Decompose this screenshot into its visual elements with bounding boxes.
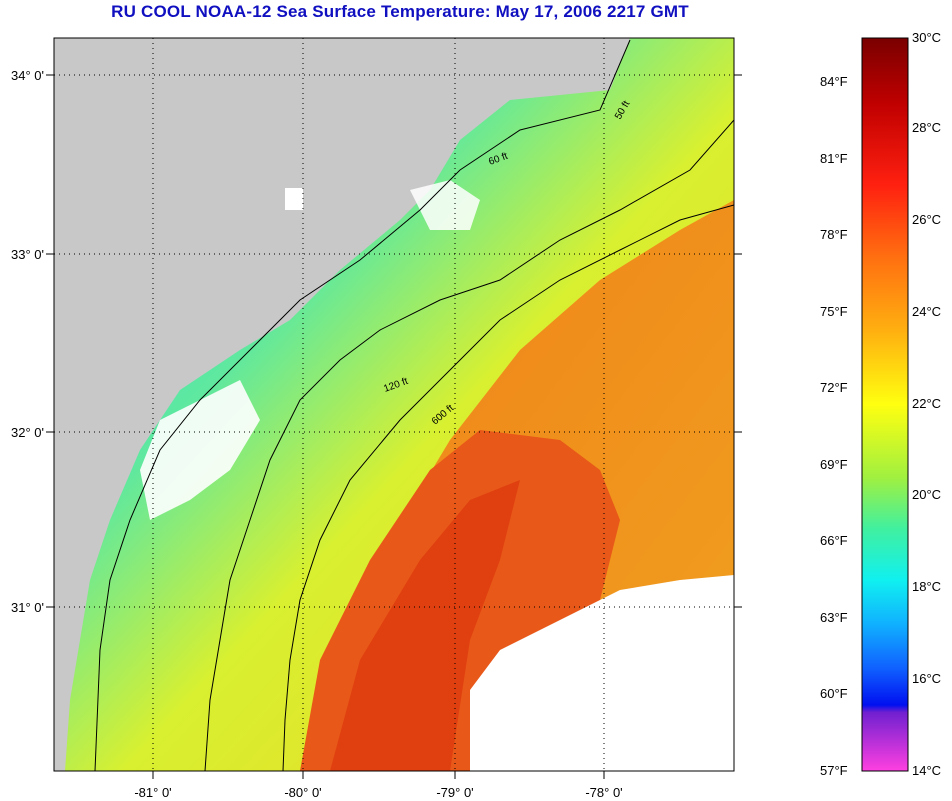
- colorbar-c-label: 18°C: [912, 579, 942, 594]
- colorbar-c-label: 20°C: [912, 487, 942, 502]
- cloud-patch-land: [285, 188, 303, 210]
- axis-ticks: [46, 74, 742, 779]
- map-frame: [53, 37, 735, 772]
- colorbar-f-label: 66°F: [820, 533, 848, 548]
- colorbar-f-label: 63°F: [820, 610, 848, 625]
- lon-label-78: -78° 0': [585, 785, 622, 800]
- gulf-stream-inner: [330, 480, 520, 771]
- colorbar-c-label: 14°C: [912, 763, 942, 778]
- cloud-cover-southeast: [470, 575, 734, 771]
- colorbar-c-label: 24°C: [912, 304, 942, 319]
- colorbar-c-label: 22°C: [912, 396, 942, 411]
- colorbar-f-label: 84°F: [820, 74, 848, 89]
- lat-label-31: 31° 0': [11, 600, 44, 615]
- lon-label-80: -80° 0': [284, 785, 321, 800]
- colorbar-c-label: 28°C: [912, 120, 942, 135]
- contour-120ft: [204, 119, 734, 771]
- lat-label-33: 33° 0': [11, 247, 44, 262]
- lat-label-32: 32° 0': [11, 425, 44, 440]
- colorbar-c-label: 16°C: [912, 671, 942, 686]
- colorbar-f-label: 57°F: [820, 763, 848, 778]
- colorbar-c-label: 30°C: [912, 30, 942, 45]
- cloud-cover-coastal: [140, 380, 260, 520]
- graticule: [54, 38, 734, 771]
- cloud-cover-north: [410, 180, 480, 230]
- colorbar-f-label: 75°F: [820, 304, 848, 319]
- colorbar-f-label: 78°F: [820, 227, 848, 242]
- contour-50ft: [94, 39, 631, 771]
- colorbar-f-label: 81°F: [820, 151, 848, 166]
- lat-label-34: 34° 0': [11, 68, 44, 83]
- land-region: [54, 38, 630, 771]
- temperature-colorbar: [861, 37, 909, 772]
- colorbar-c-label: 26°C: [912, 212, 942, 227]
- colorbar-f-label: 60°F: [820, 686, 848, 701]
- contour-600ft: [282, 204, 734, 771]
- colorbar-f-label: 69°F: [820, 457, 848, 472]
- lon-label-81: -81° 0': [134, 785, 171, 800]
- map-title: RU COOL NOAA-12 Sea Surface Temperature:…: [111, 2, 689, 21]
- map-area: 50 ft 60 ft 120 ft 600 ft: [54, 38, 734, 771]
- lon-label-79: -79° 0': [436, 785, 473, 800]
- colorbar-f-label: 72°F: [820, 380, 848, 395]
